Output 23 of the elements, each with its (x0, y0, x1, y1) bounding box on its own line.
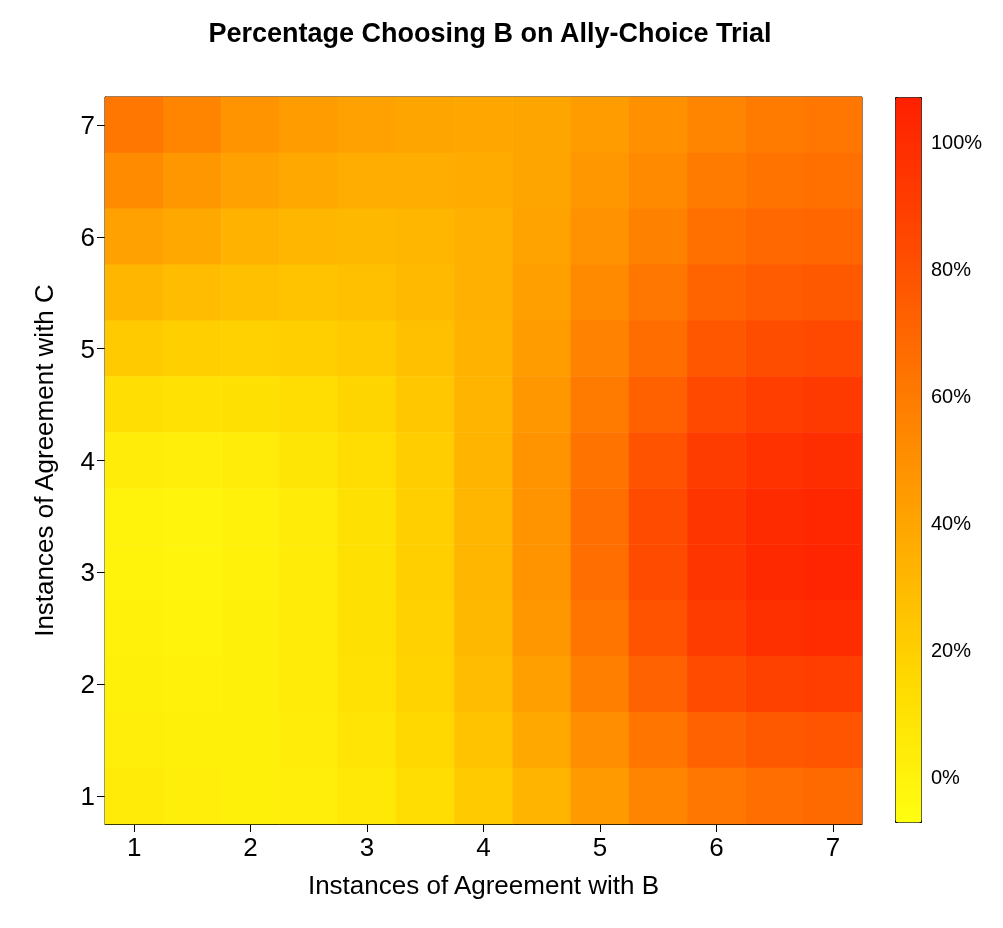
y-tick-label: 4 (80, 445, 95, 476)
color-bar-label: 60% (931, 384, 972, 407)
x-axis-title: Instances of Agreement with B (307, 870, 660, 900)
color-bar-label: 80% (931, 257, 972, 280)
y-tick-label: 1 (80, 781, 95, 812)
y-tick-label: 2 (80, 669, 95, 700)
x-tick-label: 1 (126, 832, 142, 862)
x-tick-label: 7 (825, 832, 841, 862)
y-tick-label: 6 (80, 221, 95, 252)
y-tick-label: 3 (80, 557, 95, 588)
color-bar-label: 100% (931, 130, 983, 153)
y-tick-label: 7 (80, 109, 95, 140)
x-tick-label: 5 (592, 832, 608, 862)
color-bar-label: 40% (931, 512, 972, 535)
x-tick-label: 2 (243, 832, 258, 862)
x-tick-label: 6 (709, 832, 724, 862)
y-axis-title: Instances of Agreement with C (29, 284, 59, 637)
x-tick-label: 3 (359, 832, 375, 862)
x-tick-label: 4 (476, 832, 491, 862)
chart-title: Percentage Choosing B on Ally-Choice Trial (208, 17, 772, 48)
color-bar-label: 0% (931, 766, 961, 789)
color-bar-label: 20% (931, 639, 972, 662)
y-tick-label: 5 (80, 333, 95, 364)
